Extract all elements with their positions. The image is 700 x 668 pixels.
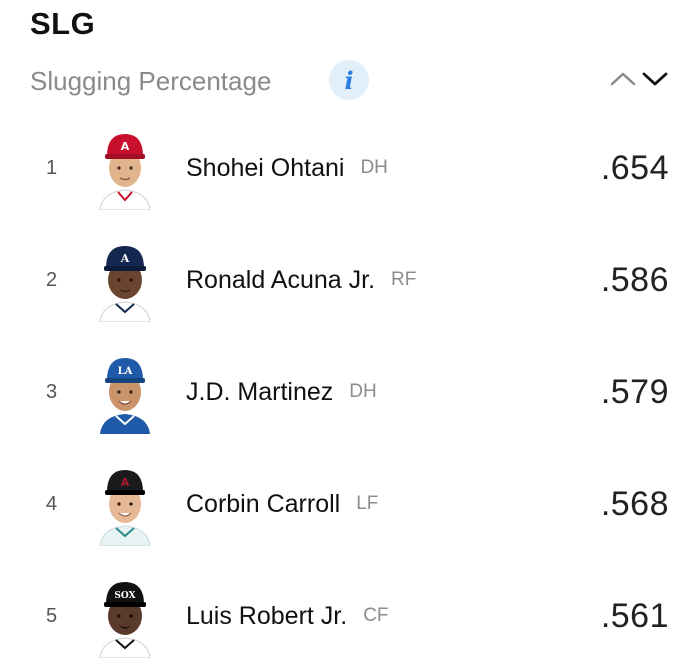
- player-name[interactable]: Luis Robert Jr.: [186, 601, 348, 630]
- leader-row[interactable]: 3 LA J.D. Martinez DH .579: [0, 340, 700, 444]
- player-info: Shohei Ohtani DH: [186, 116, 388, 220]
- rank-number: 5: [46, 604, 58, 627]
- rank-number: 3: [46, 380, 58, 403]
- player-avatar: A: [99, 246, 151, 322]
- leader-row[interactable]: 5 SOX Luis Robert Jr. CF .561: [0, 564, 700, 668]
- info-icon[interactable]: i: [329, 60, 369, 100]
- player-position: CF: [363, 605, 389, 626]
- stat-value: .586: [600, 260, 669, 299]
- stat-title: SLG: [30, 6, 96, 41]
- rank-number: 1: [46, 156, 58, 179]
- stat-value: .654: [600, 148, 669, 187]
- player-avatar: SOX: [99, 582, 151, 658]
- player-avatar: A: [99, 134, 151, 210]
- player-position: DH: [360, 157, 388, 178]
- stat-value: .561: [600, 596, 669, 635]
- stat-value: .568: [600, 484, 669, 523]
- chevron-down-icon[interactable]: [640, 66, 670, 92]
- stat-value: .579: [600, 372, 669, 411]
- svg-text:LA: LA: [118, 366, 133, 377]
- player-name[interactable]: Shohei Ohtani: [186, 153, 345, 182]
- svg-text:A: A: [120, 252, 130, 265]
- player-avatar: A: [99, 470, 151, 546]
- player-avatar: LA: [100, 358, 150, 434]
- player-name[interactable]: Corbin Carroll: [186, 489, 341, 518]
- stat-subtitle: Slugging Percentage: [30, 66, 272, 96]
- player-info: J.D. Martinez DH: [186, 340, 377, 444]
- leader-row[interactable]: 4 A Corbin Carroll LF .568: [0, 452, 700, 556]
- player-position: RF: [391, 269, 417, 290]
- svg-text:A: A: [121, 140, 130, 153]
- player-position: LF: [356, 493, 379, 514]
- sort-controls: [608, 66, 670, 92]
- leader-row[interactable]: 2 A Ronald Acuna Jr. RF .586: [0, 228, 700, 332]
- player-info: Corbin Carroll LF: [186, 452, 378, 556]
- player-info: Luis Robert Jr. CF: [186, 564, 389, 668]
- player-name[interactable]: J.D. Martinez: [186, 377, 334, 406]
- player-position: DH: [349, 381, 377, 402]
- player-name[interactable]: Ronald Acuna Jr.: [186, 265, 376, 294]
- rank-number: 4: [46, 492, 58, 515]
- chevron-up-icon[interactable]: [608, 66, 638, 92]
- player-info: Ronald Acuna Jr. RF: [186, 228, 416, 332]
- svg-text:SOX: SOX: [114, 591, 135, 601]
- svg-text:A: A: [121, 476, 130, 489]
- leader-row[interactable]: 1 A Shohei Ohtani DH .654: [0, 116, 700, 220]
- rank-number: 2: [46, 268, 58, 291]
